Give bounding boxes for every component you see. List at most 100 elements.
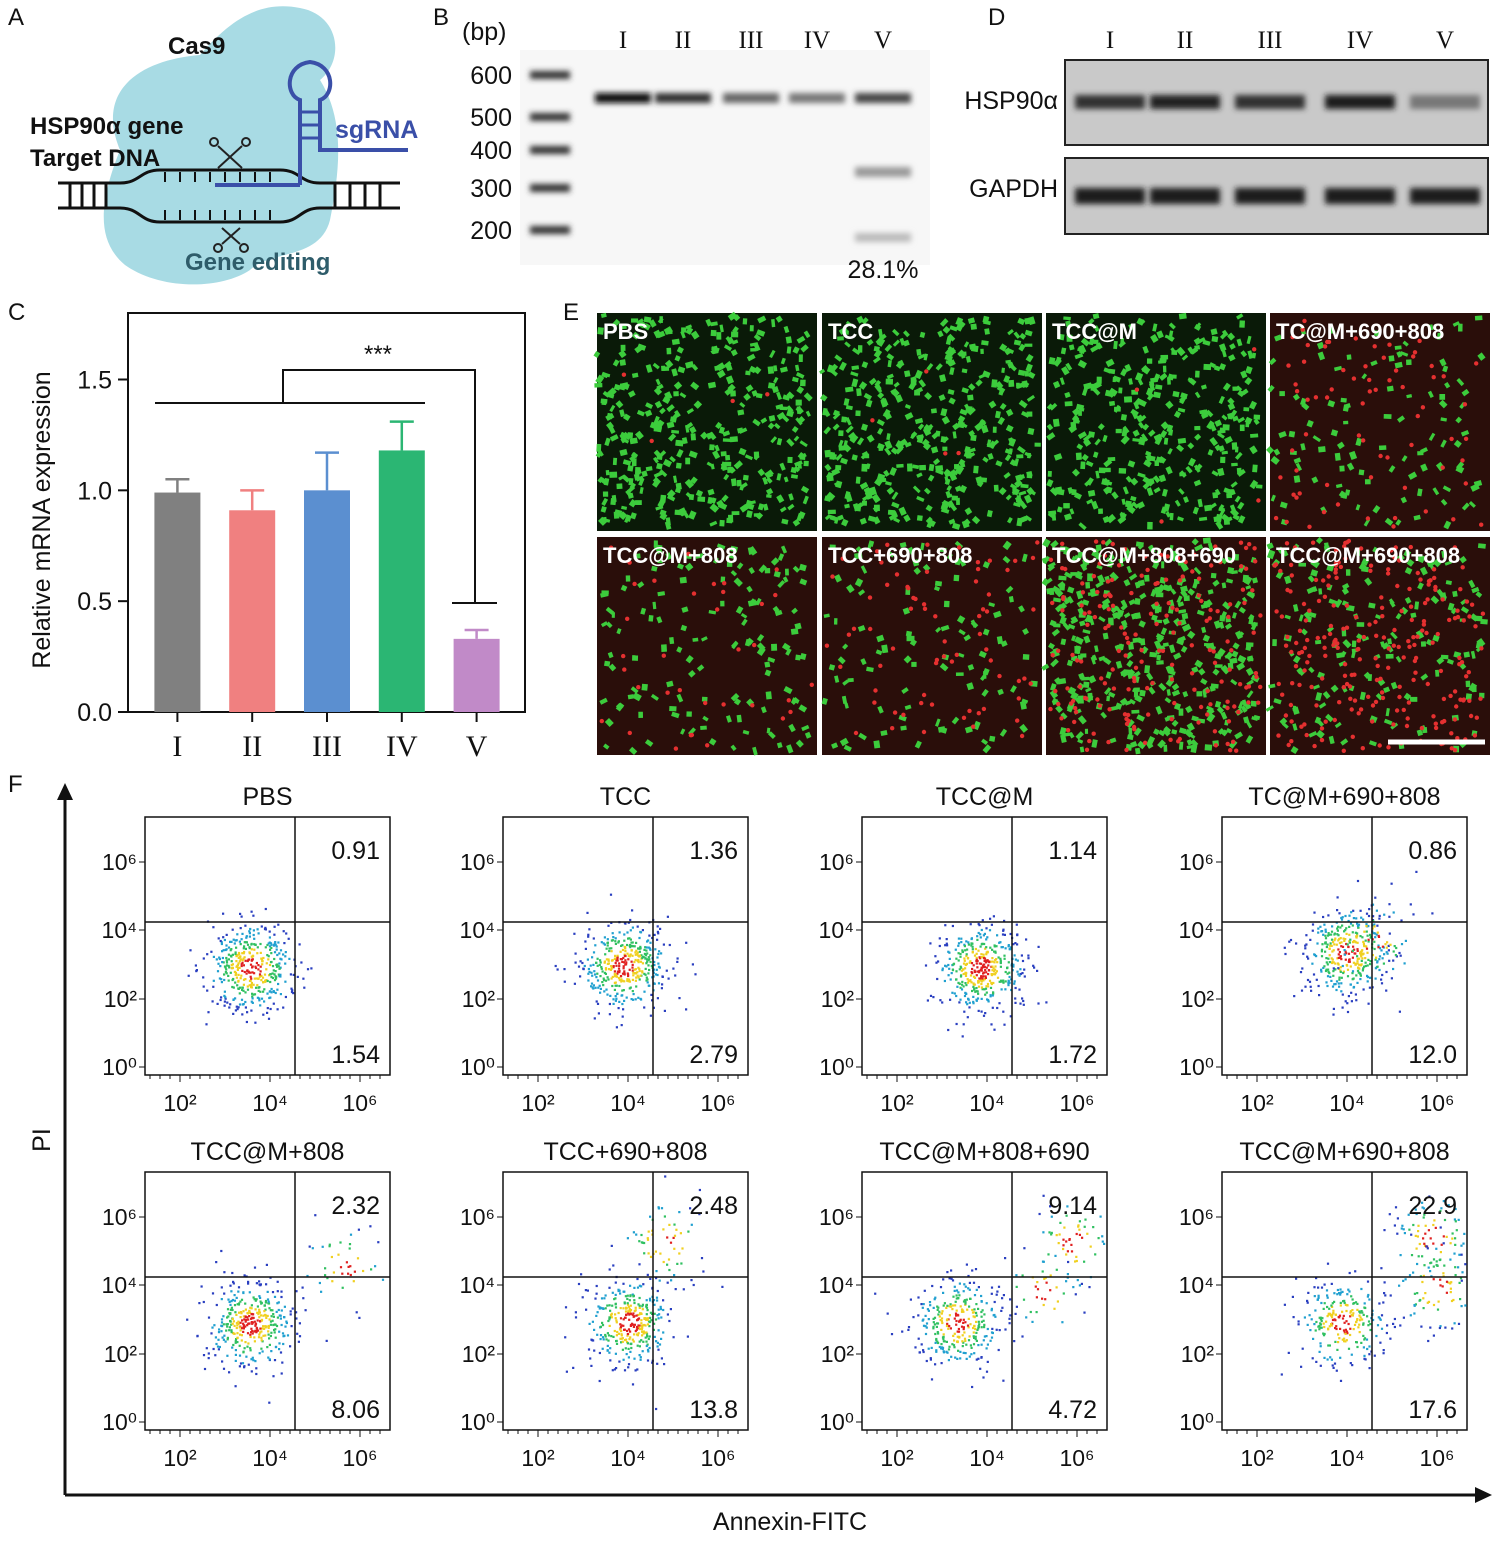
dead-cell — [1140, 648, 1144, 652]
dead-cell — [1278, 569, 1282, 573]
live-cell — [931, 408, 937, 413]
event-dot — [1002, 933, 1004, 935]
dead-cell — [1370, 719, 1374, 723]
dead-cell — [1398, 685, 1402, 689]
live-cell — [874, 505, 880, 512]
dead-cell — [1031, 607, 1035, 611]
event-dot — [252, 915, 254, 917]
event-dot — [622, 957, 624, 959]
dead-cell — [1325, 395, 1329, 399]
y-axis-label: PI — [28, 1128, 56, 1152]
dead-cell — [788, 710, 792, 714]
event-dot — [976, 1000, 978, 1002]
event-dot — [1002, 982, 1004, 984]
event-dot — [622, 949, 624, 951]
event-dot — [247, 989, 249, 991]
event-dot — [1335, 989, 1337, 991]
event-dot — [235, 947, 237, 949]
x-tick-label: 10⁴ — [1329, 1090, 1364, 1116]
live-cell — [714, 365, 721, 371]
event-dot — [590, 965, 592, 967]
live-cell — [756, 393, 763, 398]
dead-cell — [1092, 732, 1096, 736]
live-cell — [935, 581, 942, 587]
event-dot — [601, 981, 603, 983]
ladder-label: 600 — [470, 62, 512, 90]
event-dot — [1325, 929, 1327, 931]
live-cell — [1441, 655, 1449, 660]
event-dot — [599, 964, 601, 966]
event-dot — [948, 952, 950, 954]
dead-cell — [1289, 703, 1293, 707]
event-dot — [990, 987, 992, 989]
dead-cell — [873, 688, 877, 692]
event-dot — [636, 971, 638, 973]
event-dot — [239, 1365, 241, 1367]
event-dot — [960, 974, 962, 976]
dead-cell — [1430, 641, 1434, 645]
event-dot — [223, 1323, 225, 1325]
dead-cell — [1328, 632, 1332, 636]
event-dot — [234, 1304, 236, 1306]
dead-cell — [1005, 568, 1009, 572]
live-cell — [1144, 665, 1150, 673]
event-dot — [1357, 970, 1359, 972]
event-dot — [224, 991, 226, 993]
event-dot — [246, 969, 248, 971]
event-dot — [975, 987, 977, 989]
event-dot — [240, 1316, 242, 1318]
cas9-label: Cas9 — [168, 33, 225, 60]
live-cell — [1109, 401, 1115, 406]
dead-cell — [1289, 650, 1293, 654]
event-dot — [593, 970, 595, 972]
event-dot — [1367, 935, 1369, 937]
event-dot — [247, 1332, 249, 1334]
live-cell — [1240, 425, 1245, 431]
dead-cell — [1084, 696, 1088, 700]
event-dot — [282, 1335, 284, 1337]
event-dot — [621, 990, 623, 992]
dead-cell — [1307, 654, 1311, 658]
live-cell — [1237, 468, 1242, 475]
event-dot — [289, 1345, 291, 1347]
event-dot — [238, 952, 240, 954]
dead-cell — [890, 726, 894, 730]
event-dot — [268, 955, 270, 957]
dead-cell — [1129, 591, 1133, 595]
event-dot — [256, 1282, 258, 1284]
event-dot — [605, 989, 607, 991]
event-dot — [936, 978, 938, 980]
lane-label: I — [619, 27, 627, 54]
event-dot — [631, 967, 633, 969]
event-dot — [1357, 925, 1359, 927]
dead-cell — [1053, 689, 1057, 693]
event-dot — [231, 960, 233, 962]
event-dot — [276, 1302, 278, 1304]
dead-cell — [971, 725, 975, 729]
event-dot — [244, 925, 246, 927]
event-dot — [267, 1291, 269, 1293]
event-dot — [1362, 953, 1364, 955]
event-dot — [1334, 939, 1336, 941]
event-dot — [1320, 969, 1322, 971]
live-cell — [1155, 384, 1162, 389]
event-dot — [1330, 980, 1332, 982]
dead-cell — [1159, 519, 1163, 523]
live-cell — [873, 740, 880, 748]
live-cell — [941, 436, 947, 442]
event-dot — [264, 1304, 266, 1306]
dead-cell — [1402, 655, 1406, 659]
event-dot — [654, 934, 656, 936]
live-cell — [1365, 479, 1371, 484]
event-dot — [1380, 979, 1382, 981]
dead-cell — [984, 647, 988, 651]
event-dot — [1410, 903, 1412, 905]
sgrna-label: sgRNA — [335, 116, 418, 144]
event-dot — [1350, 965, 1352, 967]
event-dot — [1337, 948, 1339, 950]
event-dot — [1367, 959, 1369, 961]
dead-cell — [1111, 604, 1115, 608]
live-cell — [1159, 358, 1166, 362]
event-dot — [959, 983, 961, 985]
